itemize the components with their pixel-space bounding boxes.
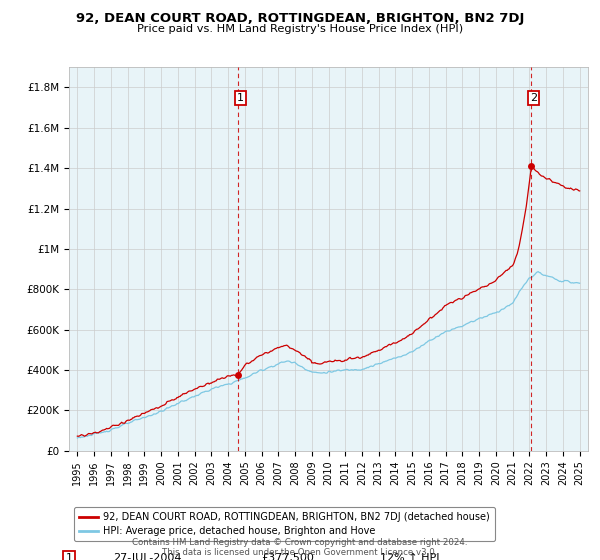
Text: 12% ↑ HPI: 12% ↑ HPI (380, 553, 440, 560)
Text: 1: 1 (65, 553, 73, 560)
Text: Price paid vs. HM Land Registry's House Price Index (HPI): Price paid vs. HM Land Registry's House … (137, 24, 463, 34)
Text: 27-JUL-2004: 27-JUL-2004 (113, 553, 182, 560)
Text: Contains HM Land Registry data © Crown copyright and database right 2024.
This d: Contains HM Land Registry data © Crown c… (132, 538, 468, 557)
Text: 2: 2 (530, 93, 538, 103)
Legend: 92, DEAN COURT ROAD, ROTTINGDEAN, BRIGHTON, BN2 7DJ (detached house), HPI: Avera: 92, DEAN COURT ROAD, ROTTINGDEAN, BRIGHT… (74, 507, 494, 541)
Text: 1: 1 (236, 93, 244, 103)
Text: £377,500: £377,500 (261, 553, 314, 560)
Text: 92, DEAN COURT ROAD, ROTTINGDEAN, BRIGHTON, BN2 7DJ: 92, DEAN COURT ROAD, ROTTINGDEAN, BRIGHT… (76, 12, 524, 25)
